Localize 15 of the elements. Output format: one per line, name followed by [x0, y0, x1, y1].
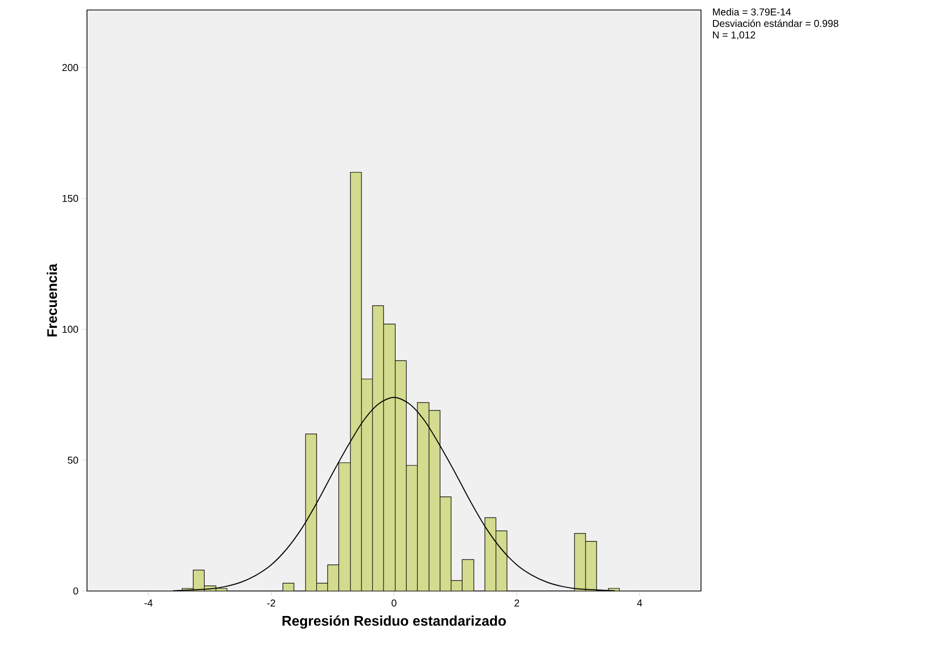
y-tick-label: 50: [68, 456, 78, 464]
text: Desviación estándar = 0.998: [713, 20, 838, 27]
text: Media = 3.79E-14: [713, 8, 791, 16]
y-tick-label: 200: [62, 64, 78, 72]
y-tick-label: 100: [62, 326, 78, 333]
y-tick-label: 150: [62, 194, 78, 202]
x-tick-label: 0: [392, 600, 396, 607]
x-axis-title: Regresión Residuo estandarizado: [282, 615, 506, 629]
y-tick-label: 0: [73, 587, 78, 595]
x-tick-label: -2: [267, 600, 276, 606]
y-axis-title: Frecuencia: [46, 264, 58, 336]
text: N = 1,012: [713, 31, 756, 40]
x-tick-label: 2: [514, 600, 520, 606]
x-tick-label: -4: [144, 600, 153, 606]
x-tick-label: 4: [637, 600, 642, 606]
